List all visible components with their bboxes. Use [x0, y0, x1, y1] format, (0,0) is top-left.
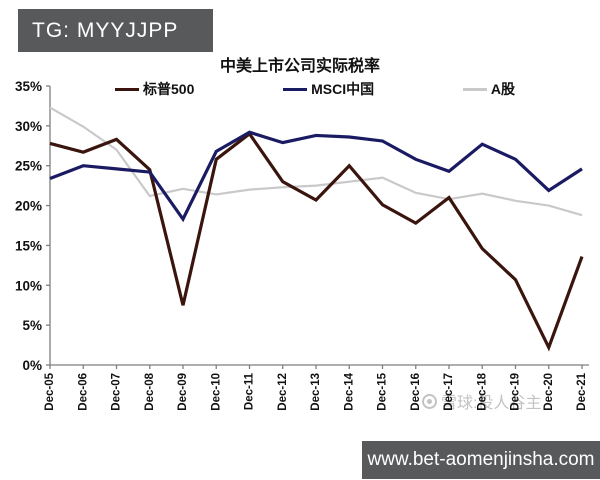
- legend-swatch-msci-china: [283, 87, 308, 91]
- y-tick-label: 0%: [22, 358, 42, 373]
- x-tick-label: Dec-09: [177, 373, 189, 411]
- legend-label-msci-china: MSCI中国: [311, 81, 375, 97]
- series-line-1: [49, 130, 583, 223]
- legend-item-ashares: A股: [462, 79, 515, 99]
- x-tick-label: Dec-05: [44, 372, 56, 410]
- telegram-badge: TG: MYYJJPP: [18, 9, 213, 52]
- x-tick-label: Dec-21: [576, 372, 588, 410]
- x-tick-label: Dec-19: [510, 373, 522, 411]
- x-tick-label: Dec-13: [310, 373, 322, 411]
- x-tick-label: Dec-10: [210, 373, 222, 411]
- y-tick-label: 5%: [22, 318, 42, 333]
- legend-swatch-sp500: [115, 87, 139, 91]
- chart-title: 中美上市公司实际税率: [219, 58, 380, 75]
- legend-item-sp500: 标普500: [115, 79, 194, 99]
- y-tick-label: 10%: [15, 278, 42, 293]
- series-line-0: [49, 131, 584, 352]
- footer-url-text: www.bet-aomenjinsha.com: [367, 449, 595, 470]
- x-tick-label: Dec-16: [410, 373, 422, 411]
- legend-label-sp500: 标普500: [143, 81, 195, 97]
- x-tick-label: Dec-12: [277, 373, 289, 411]
- footer-url-banner: www.bet-aomenjinsha.com: [362, 441, 600, 479]
- y-tick-label: 20%: [15, 199, 42, 214]
- x-tick-label: Dec-07: [111, 373, 123, 411]
- legend-item-msci-china: MSCI中国: [283, 79, 374, 99]
- y-tick-label: 30%: [15, 119, 42, 134]
- x-tick-label: Dec-11: [244, 372, 256, 410]
- x-tick-label: Dec-15: [377, 372, 389, 410]
- y-tick-label: 15%: [15, 238, 42, 253]
- xueqiu-watermark-text: 雪球:投人谷主: [441, 395, 542, 412]
- y-tick-label: 25%: [15, 159, 42, 174]
- x-tick-label: Dec-06: [77, 373, 89, 411]
- x-tick-label: Dec-08: [144, 372, 156, 410]
- x-tick-label: Dec-17: [443, 373, 455, 411]
- y-tick-label: 35%: [15, 79, 42, 94]
- chart-canvas: 0% 5% 10% 15% 20% 25% 30% 35% Dec-05 Dec-06 Dec-07…: [15, 79, 589, 411]
- xueqiu-watermark: 雪球:投人谷主: [422, 390, 600, 412]
- xueqiu-logo-icon: [422, 393, 437, 409]
- legend-label-ashares: A股: [490, 81, 515, 97]
- series-line-2: [49, 106, 583, 217]
- x-tick-label: Dec-14: [343, 372, 355, 410]
- chart-legend: 标普500 MSCI中国 A股: [115, 80, 515, 98]
- x-tick-label: Dec-18: [476, 372, 488, 410]
- legend-swatch-ashares: [462, 87, 487, 91]
- x-tick-label: Dec-20: [543, 373, 555, 411]
